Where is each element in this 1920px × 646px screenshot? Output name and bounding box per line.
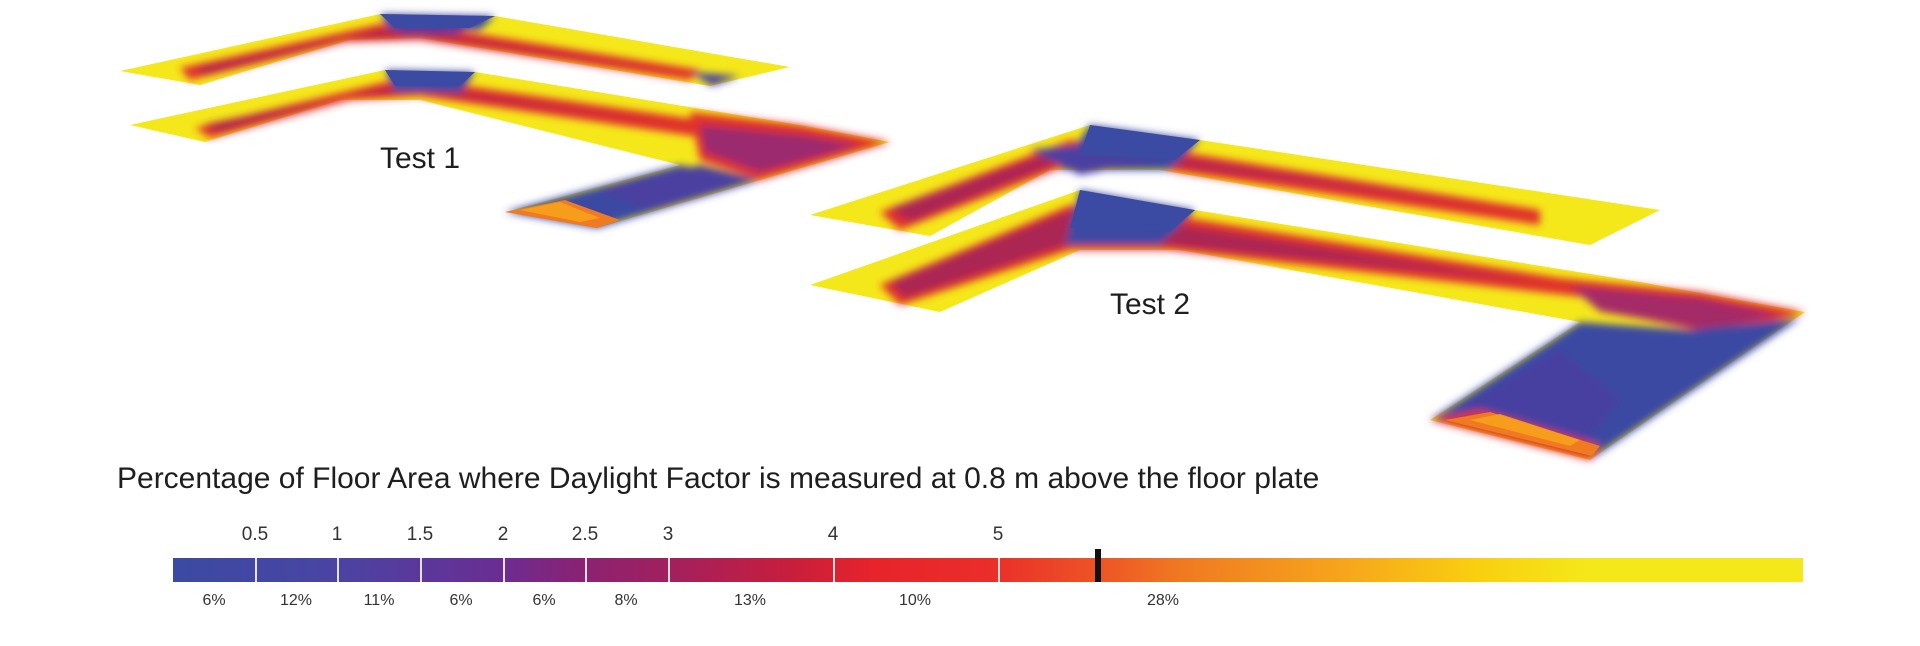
legend-tick-label: 5 (992, 524, 1004, 545)
legend-tick-label: 1.5 (406, 524, 434, 545)
legend-divider (833, 558, 835, 582)
test1-upper-plan (120, 14, 790, 86)
test1-label: Test 1 (380, 142, 461, 175)
legend-percentage: 10% (898, 592, 932, 609)
legend-divider (668, 558, 670, 582)
legend-divider (420, 558, 422, 582)
legend-percentage: 6% (532, 592, 556, 609)
legend-divider (998, 558, 1000, 582)
test2-lower-plan (810, 190, 1805, 460)
legend-percentage: 11% (363, 592, 395, 609)
legend-percentage: 6% (449, 592, 473, 609)
legend-percentage: 6% (202, 592, 226, 609)
legend-caption: Percentage of Floor Area where Daylight … (117, 462, 1320, 495)
legend-tick-label: 0.5 (241, 524, 269, 545)
legend-tick-label: 2 (497, 524, 509, 545)
legend-tick-label: 4 (827, 524, 839, 545)
test1-lower-plan (130, 70, 890, 228)
test2-label: Test 2 (1110, 288, 1191, 321)
legend-tick-label: 1 (331, 524, 343, 545)
legend-percentage: 13% (733, 592, 767, 609)
legend-percentage: 12% (279, 592, 313, 609)
legend-marker (1095, 549, 1101, 582)
legend-tick-label: 3 (662, 524, 674, 545)
legend-divider (255, 558, 257, 582)
legend-divider (503, 558, 505, 582)
legend-percentage: 8% (614, 592, 638, 609)
legend-tick-label: 2.5 (571, 524, 599, 545)
legend-percentage: 28% (1146, 592, 1180, 609)
legend-divider (585, 558, 587, 582)
legend-divider (337, 558, 339, 582)
test2-upper-plan (810, 125, 1660, 245)
legend-gradient (173, 558, 1803, 582)
